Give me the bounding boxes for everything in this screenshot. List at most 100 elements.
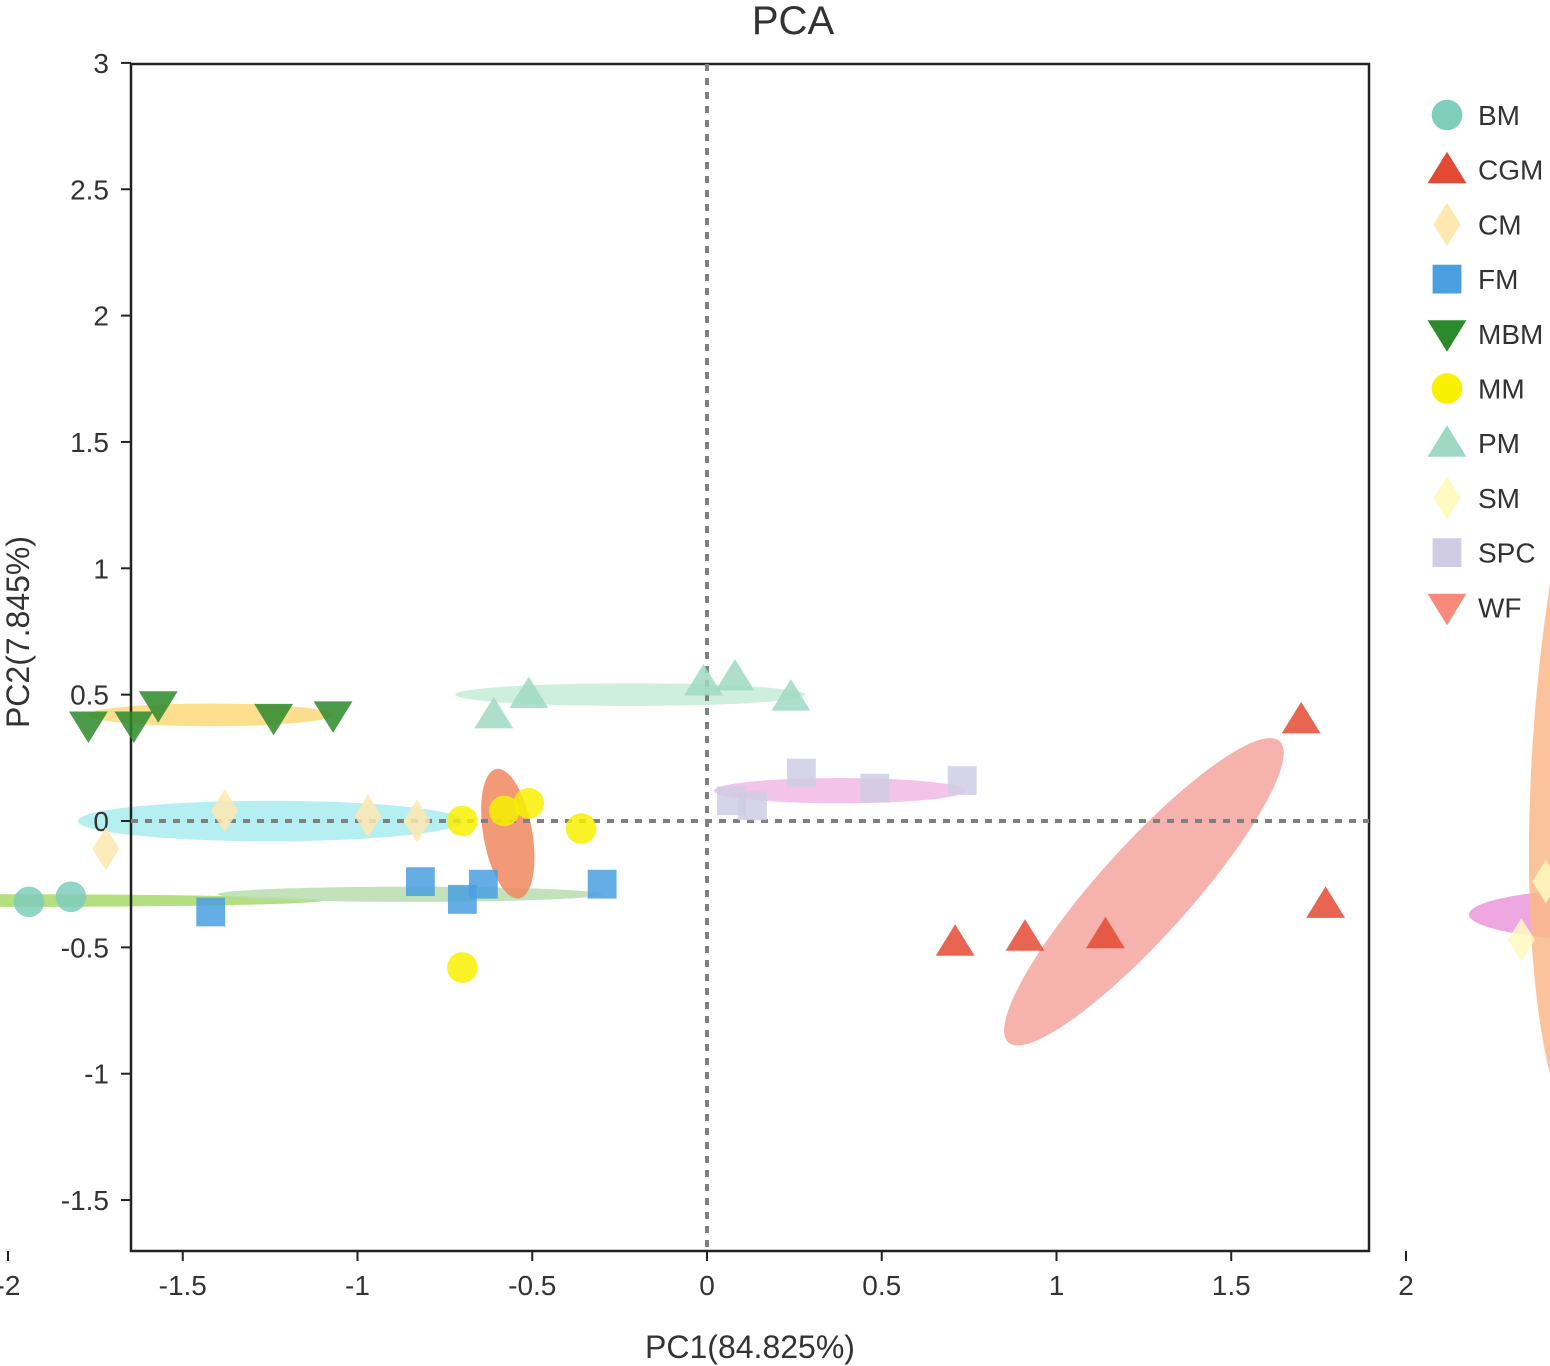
axes-layer: -3-2.5-2-1.5-1-0.500.511.522.533.5-1.5-1… [0,48,1414,1301]
legend-item-spc: SPC [1432,538,1536,569]
data-point [354,794,382,838]
legend-label: MBM [1478,319,1543,350]
data-point [935,924,975,956]
legend-item-bm: BM [1431,99,1520,131]
series-fm [196,867,617,927]
data-point [406,867,435,897]
chart-title: PCA [752,0,835,43]
y-tick-label: 2 [93,301,109,332]
data-point [1532,860,1550,904]
data-point [254,703,294,736]
data-point [488,795,520,827]
legend-marker [1433,202,1461,246]
y-tick-label: 0.5 [70,680,109,711]
data-point [587,869,617,899]
legend-marker [1432,264,1462,294]
legend-marker [1431,373,1463,404]
series-sm [1507,860,1550,962]
legend-item-mm: MM [1431,373,1525,405]
x-axis-label: PC1(84.825%) [645,1329,855,1365]
series-mbm [68,691,353,743]
series-pm [474,658,811,729]
data-point [860,773,890,803]
legend-label: PM [1478,428,1520,459]
legend-marker [1427,425,1467,457]
data-point [513,788,545,819]
y-axis-label: PC2(7.845%) [0,536,36,728]
x-tick-label: 0.5 [862,1270,901,1301]
series-mm [447,788,597,983]
data-point [738,791,767,821]
data-point [313,701,353,733]
data-point [565,813,597,844]
legend-item-fm: FM [1432,264,1518,295]
y-tick-label: 1 [93,553,109,584]
legend-label: CM [1478,209,1522,240]
legend-marker [1431,99,1463,131]
data-point [474,696,514,729]
y-tick-label: -1.5 [61,1185,109,1216]
legend-marker [1427,151,1467,184]
legend-item-cm: CM [1433,202,1522,246]
legend-marker [1433,476,1461,520]
legend-marker [1427,593,1467,626]
ellipse-spc [713,778,966,804]
data-point [509,676,549,709]
data-point [447,805,478,837]
data-point [114,711,154,743]
x-tick-label: 1 [1049,1270,1065,1301]
data-point [55,881,87,913]
data-point [1507,918,1535,962]
x-tick-label: -1 [345,1270,370,1301]
legend: BM CGM CM FM MBM MM PM SM SPC WF [1427,99,1543,626]
data-point [403,799,431,843]
data-point [138,691,178,723]
data-point [1306,886,1346,918]
legend-item-sm: SM [1433,476,1520,520]
legend-label: SM [1478,483,1520,514]
legend-label: WF [1478,592,1522,623]
data-point [1085,916,1125,949]
data-point [211,789,239,833]
data-point [771,679,811,711]
legend-item-wf: WF [1427,592,1522,626]
legend-item-mbm: MBM [1427,319,1543,352]
y-tick-label: 1.5 [70,427,109,458]
data-point [468,869,498,899]
data-point [1281,701,1321,734]
data-point [13,886,45,918]
series-bm [13,881,87,918]
y-tick-label: -0.5 [61,932,109,963]
x-tick-label: 1.5 [1212,1270,1251,1301]
ellipse-sm [1468,891,1550,938]
series-spc [717,758,977,821]
data-point [68,711,108,743]
x-tick-label: 2 [1398,1270,1414,1301]
data-point [1005,919,1045,951]
legend-item-cgm: CGM [1427,151,1543,186]
points-layer [13,658,1550,983]
legend-marker [1427,320,1467,352]
legend-label: FM [1478,264,1518,295]
x-tick-label: -2 [0,1270,20,1301]
plot-frame [129,62,1371,1253]
data-point [196,897,226,927]
ellipse-cgm [1004,738,1284,1046]
data-point [786,758,816,788]
x-tick-label: -1.5 [159,1270,207,1301]
series-cgm [935,701,1346,956]
data-point [947,766,977,795]
ellipses-layer [0,254,1550,1171]
y-tick-label: 3 [93,48,109,79]
legend-item-pm: PM [1427,425,1520,459]
legend-label: BM [1478,100,1520,131]
legend-label: CGM [1478,155,1543,186]
legend-label: SPC [1478,538,1536,569]
series-cm [92,789,431,871]
data-point [715,658,755,691]
y-tick-label: -1 [84,1059,109,1090]
data-point [684,664,723,696]
ellipse-pm [455,683,805,707]
data-point [92,827,120,871]
